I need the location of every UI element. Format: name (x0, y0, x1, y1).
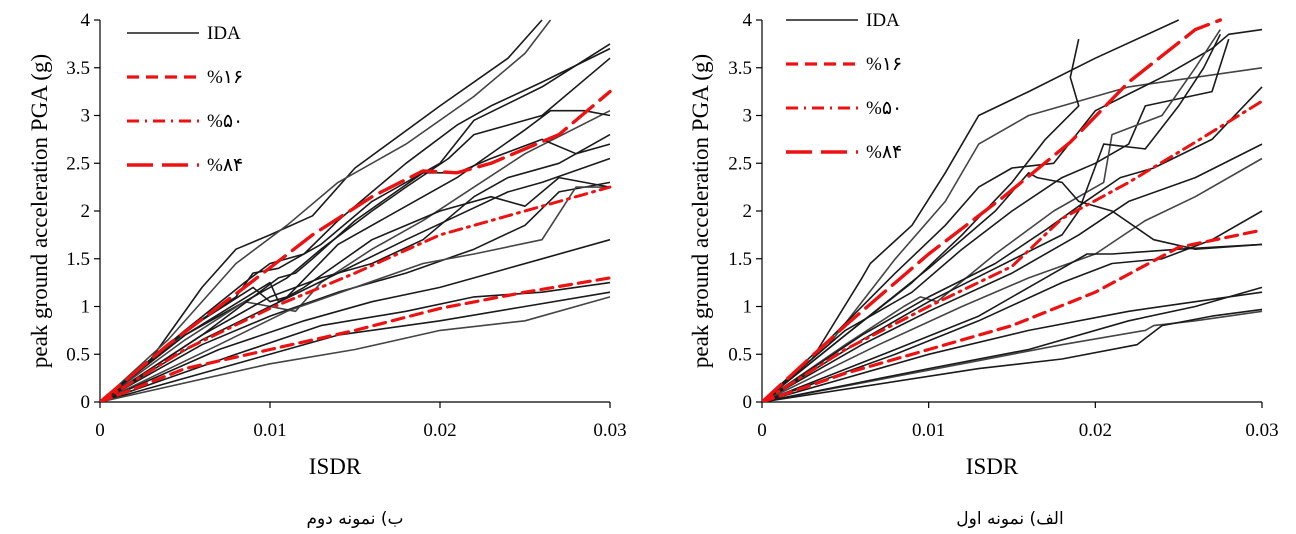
ida-curve (762, 19, 1180, 402)
ida-curve (100, 186, 610, 402)
legend-label: %۸۴ (207, 155, 243, 176)
y-tick-label: 0 (743, 392, 753, 413)
chart-panel-left: 0 0.5 1 1.5 2 2.5 3 3.5 4 0 0.01 0.02 0.03 ISDR peak g… (27, 10, 627, 529)
ida-curve (100, 19, 552, 402)
ida-curve (100, 109, 611, 402)
legend-label: %۵۰ (866, 98, 902, 119)
y-tick-label: 2.5 (728, 153, 752, 174)
x-tick-label: 0 (95, 420, 105, 441)
fractile-50-curve (100, 185, 612, 402)
x-tick-label: 0 (757, 420, 767, 441)
legend-label: %۵۰ (207, 111, 243, 132)
y-tick-label: 0.5 (66, 344, 90, 365)
x-tick-label: 0.03 (1245, 420, 1278, 441)
ida-curve (762, 291, 1263, 402)
y-tick-label: 3 (81, 106, 91, 127)
ida-curve (762, 243, 1263, 402)
ida-curve (100, 296, 611, 402)
ida-curve (762, 86, 1263, 402)
ida-curve (762, 286, 1263, 402)
ida-curve (100, 181, 611, 402)
y-tick-label: 3.5 (728, 58, 752, 79)
ida-curve (762, 310, 1263, 402)
ida-curve (100, 57, 611, 402)
panel-caption: ب) نمونه دوم (307, 509, 404, 529)
ida-curve (762, 157, 1263, 402)
ida-curve (100, 157, 611, 402)
ida-curve (762, 210, 1263, 402)
y-axis-title: peak ground acceleration PGA (g) (688, 54, 713, 368)
ida-curve (762, 29, 1221, 402)
ida-curve (100, 291, 611, 402)
legend-label: IDA (866, 10, 900, 31)
ida-curve (100, 138, 611, 402)
ida-curve (762, 143, 1263, 402)
ida-curve (100, 281, 611, 402)
fractile-16-curve (100, 276, 612, 402)
y-tick-label: 2 (81, 201, 91, 222)
y-tick-label: 4 (81, 10, 91, 31)
y-tick-label: 3.5 (66, 58, 90, 79)
ida-curve (762, 308, 1263, 402)
y-tick-label: 2 (743, 201, 753, 222)
plot-area (762, 18, 1264, 402)
plot-area (100, 19, 612, 402)
fractile-16-curve (762, 228, 1264, 402)
legend: IDA %۱۶ %۵۰ %۸۴ (119, 19, 269, 176)
y-tick-label: 4 (743, 10, 753, 31)
x-tick-label: 0.03 (593, 420, 626, 441)
ida-curve (100, 176, 611, 402)
legend: IDA %۱۶ %۵۰ %۸۴ (778, 6, 928, 163)
y-tick-label: 1 (743, 297, 753, 318)
x-tick-label: 0.02 (1079, 420, 1112, 441)
legend-label: %۸۴ (866, 142, 902, 163)
chart-panel-right: 0 0.5 1 1.5 2 2.5 3 3.5 4 0 0.01 0.02 0.03 ISDR peak g… (688, 6, 1279, 529)
y-tick-label: 0 (81, 392, 91, 413)
legend-label: %۱۶ (866, 54, 902, 75)
ida-curve (762, 38, 1230, 402)
x-tick-label: 0.01 (912, 420, 945, 441)
y-tick-label: 1 (81, 297, 91, 318)
y-tick-label: 1.5 (66, 249, 90, 270)
y-tick-label: 0.5 (728, 344, 752, 365)
ida-curve (762, 172, 1263, 402)
ida-curve (100, 238, 611, 402)
legend-label: IDA (207, 23, 241, 44)
x-axis-title: ISDR (966, 454, 1019, 479)
x-tick-label: 0.02 (423, 420, 456, 441)
ida-curve (100, 133, 611, 402)
fractile-84-curve (100, 89, 612, 402)
x-tick-label: 0.01 (253, 420, 286, 441)
panel-caption: الف) نمونه اول (956, 509, 1063, 529)
legend-label: %۱۶ (207, 67, 243, 88)
fractile-84-curve (762, 18, 1222, 402)
ida-curve (100, 19, 543, 402)
y-tick-label: 3 (743, 106, 753, 127)
ida-curve (100, 109, 611, 402)
fractile-50-curve (762, 99, 1264, 402)
x-axis-title: ISDR (309, 454, 362, 479)
y-axis-title: peak ground acceleration PGA (g) (27, 54, 52, 368)
y-tick-label: 1.5 (728, 249, 752, 270)
y-tick-label: 2.5 (66, 153, 90, 174)
